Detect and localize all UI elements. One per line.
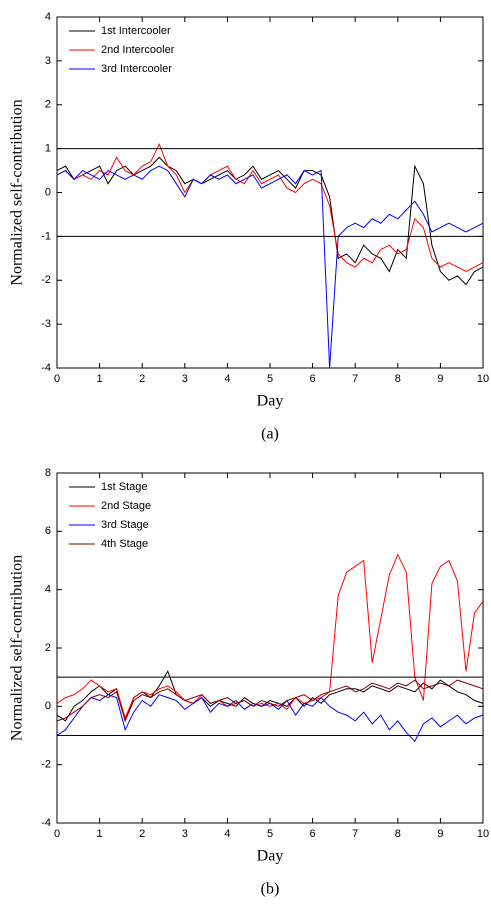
y-tick-label: -2 <box>41 759 51 771</box>
plot-frame <box>56 472 484 824</box>
series-line <box>56 156 484 286</box>
series-line <box>56 142 484 273</box>
x-tick-label: 3 <box>182 373 188 385</box>
y-tick-label: 0 <box>45 700 51 712</box>
x-tick-label: 0 <box>54 828 60 840</box>
y-tick-label: -4 <box>41 817 51 829</box>
x-tick-label: 9 <box>437 373 443 385</box>
x-tick-label: 0 <box>54 373 60 385</box>
y-tick-label: 1 <box>45 143 51 155</box>
legend-label: 1st Stage <box>101 481 147 493</box>
x-tick-label: 5 <box>267 373 273 385</box>
y-tick-label: 2 <box>45 99 51 111</box>
x-tick-label: 1 <box>97 373 103 385</box>
y-tick-label: 0 <box>45 186 51 198</box>
y-axis-label: Normalized self-contribution <box>9 99 26 285</box>
y-tick-label: -1 <box>41 230 51 242</box>
y-tick-label: -4 <box>41 362 51 374</box>
x-axis-label: Day <box>257 393 284 410</box>
series-line <box>56 553 484 720</box>
x-tick-label: 8 <box>395 373 401 385</box>
legend-label: 2nd Stage <box>101 500 151 512</box>
x-tick-label: 2 <box>139 373 145 385</box>
x-tick-label: 3 <box>182 828 188 840</box>
legend-label: 3rd Stage <box>101 519 149 531</box>
y-tick-label: 8 <box>45 467 51 479</box>
x-tick-label: 8 <box>395 828 401 840</box>
x-tick-label: 4 <box>224 828 230 840</box>
legend-label: 3rd Intercooler <box>101 63 172 75</box>
x-tick-label: 6 <box>310 373 316 385</box>
legend-label: 2nd Intercooler <box>101 44 175 56</box>
x-axis-label: Day <box>257 848 284 865</box>
y-tick-label: 2 <box>45 642 51 654</box>
x-tick-label: 9 <box>437 828 443 840</box>
x-tick-label: 6 <box>310 828 316 840</box>
series-line <box>56 679 484 723</box>
legend-label: 4th Stage <box>101 538 148 550</box>
caption: (b) <box>261 881 280 898</box>
y-tick-label: 3 <box>45 55 51 67</box>
caption: (a) <box>261 426 279 443</box>
y-tick-label: 4 <box>45 11 51 23</box>
y-tick-label: 4 <box>45 584 51 596</box>
x-tick-label: 2 <box>139 828 145 840</box>
x-tick-label: 7 <box>352 828 358 840</box>
series-line <box>56 165 484 369</box>
y-tick-label: -2 <box>41 274 51 286</box>
y-tick-label: -3 <box>41 318 51 330</box>
legend-label: 1st Intercooler <box>101 25 171 37</box>
x-tick-label: 4 <box>224 373 230 385</box>
x-tick-label: 10 <box>477 373 489 385</box>
y-tick-label: 6 <box>45 525 51 537</box>
y-axis-label: Normalized self-contribution <box>9 555 26 741</box>
x-tick-label: 5 <box>267 828 273 840</box>
plot-frame <box>56 16 484 369</box>
x-tick-label: 7 <box>352 373 358 385</box>
x-tick-label: 1 <box>97 828 103 840</box>
x-tick-label: 10 <box>477 828 489 840</box>
